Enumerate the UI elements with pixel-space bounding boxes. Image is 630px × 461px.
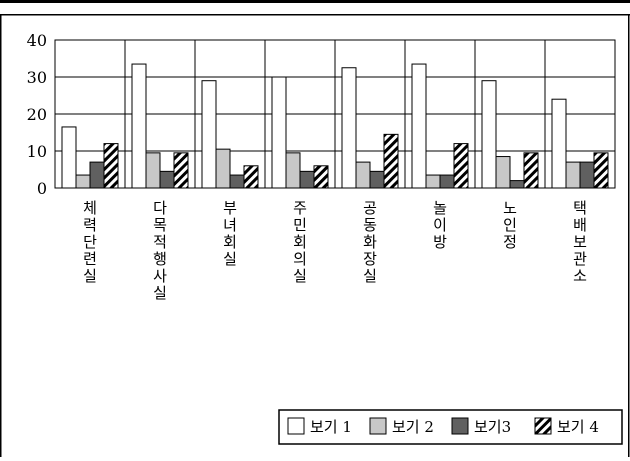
bar (201, 80, 217, 189)
bar (103, 143, 119, 189)
frame-top-line (0, 14, 630, 16)
bar (341, 67, 357, 189)
legend-label: 보기 2 (392, 418, 434, 436)
bar (453, 143, 469, 189)
bar (159, 170, 175, 189)
bar (131, 63, 147, 189)
bar (411, 63, 427, 189)
legend-swatch (287, 417, 305, 435)
frame-right-line (628, 14, 630, 457)
bar (229, 174, 245, 189)
bar (173, 152, 189, 189)
frame-left-line (0, 14, 2, 457)
bar (285, 152, 301, 189)
legend-label: 보기 4 (557, 418, 599, 436)
legend-swatch (369, 417, 387, 435)
bars-group (61, 63, 609, 189)
bar (425, 174, 441, 189)
legend-label: 보기 1 (310, 418, 352, 436)
legend-box (278, 409, 623, 445)
y-tick-label: 20 (27, 105, 47, 124)
bar (299, 170, 315, 189)
bar (509, 180, 525, 189)
y-tick-label: 10 (27, 142, 47, 161)
y-tick-label: 40 (27, 31, 47, 50)
bar (383, 133, 399, 189)
bar (355, 161, 371, 189)
y-tick-label: 30 (27, 68, 47, 87)
bar (593, 152, 609, 189)
category-labels: 체 력 단 련 실 다 목 적 행 사 실 부 녀 회 실 주 민 회 의 실 공 동 화 장 실 놀 이 방 노 인 정 택 배 보 관 소 (83, 199, 587, 302)
bar (565, 161, 581, 189)
bar (481, 80, 497, 189)
bar (439, 174, 455, 189)
y-tick-label: 0 (37, 179, 47, 198)
legend: 보기 1 보기 2 보기3 보기 4 (278, 409, 623, 445)
frame-top-bar (0, 0, 630, 3)
bar (61, 126, 77, 189)
bar (89, 161, 105, 189)
bar (523, 152, 539, 189)
legend-swatch (451, 417, 469, 435)
bar (551, 98, 567, 189)
bar (145, 152, 161, 189)
legend-swatch (534, 417, 552, 435)
y-axis-ticks: 0 10 20 30 40 (27, 31, 47, 198)
bar (271, 76, 287, 189)
legend-label: 보기3 (474, 418, 511, 436)
bar (313, 165, 329, 189)
bar (495, 156, 511, 189)
bar (579, 161, 595, 189)
bar (215, 148, 231, 189)
bar (369, 170, 385, 189)
bar (75, 174, 91, 189)
bar (243, 165, 259, 189)
